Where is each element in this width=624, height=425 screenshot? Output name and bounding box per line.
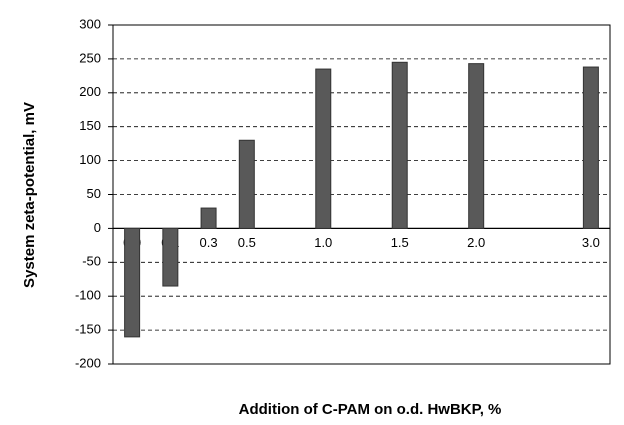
bar [468,63,485,229]
x-tick-label: 1.5 [391,235,409,250]
x-axis-title: Addition of C-PAM on o.d. HwBKP, % [239,401,502,418]
y-tick-label: -200 [75,355,101,370]
bar [124,227,141,338]
y-axis-title: System zeta-potential, mV [21,102,38,288]
bar [238,139,255,229]
y-tick-label: -150 [75,322,101,337]
y-tick-label: -100 [75,288,101,303]
y-tick-label: -50 [82,254,101,269]
x-tick-label: 0.3 [200,235,218,250]
y-tick-label: 300 [79,16,101,31]
x-tick-label: 1.0 [314,235,332,250]
bar [582,66,599,229]
y-tick-label: 200 [79,84,101,99]
bar [162,227,179,287]
y-tick-label: 150 [79,118,101,133]
x-tick-label: 0.5 [238,235,256,250]
x-tick-label: 2.0 [467,235,485,250]
bar [315,68,332,229]
y-tick-label: 50 [87,186,101,201]
bar [200,207,217,229]
y-tick-label: 250 [79,50,101,65]
y-tick-label: 0 [94,220,101,235]
x-tick-label: 3.0 [582,235,600,250]
y-tick-label: 100 [79,152,101,167]
plot-border [112,24,611,365]
bar [391,61,408,229]
